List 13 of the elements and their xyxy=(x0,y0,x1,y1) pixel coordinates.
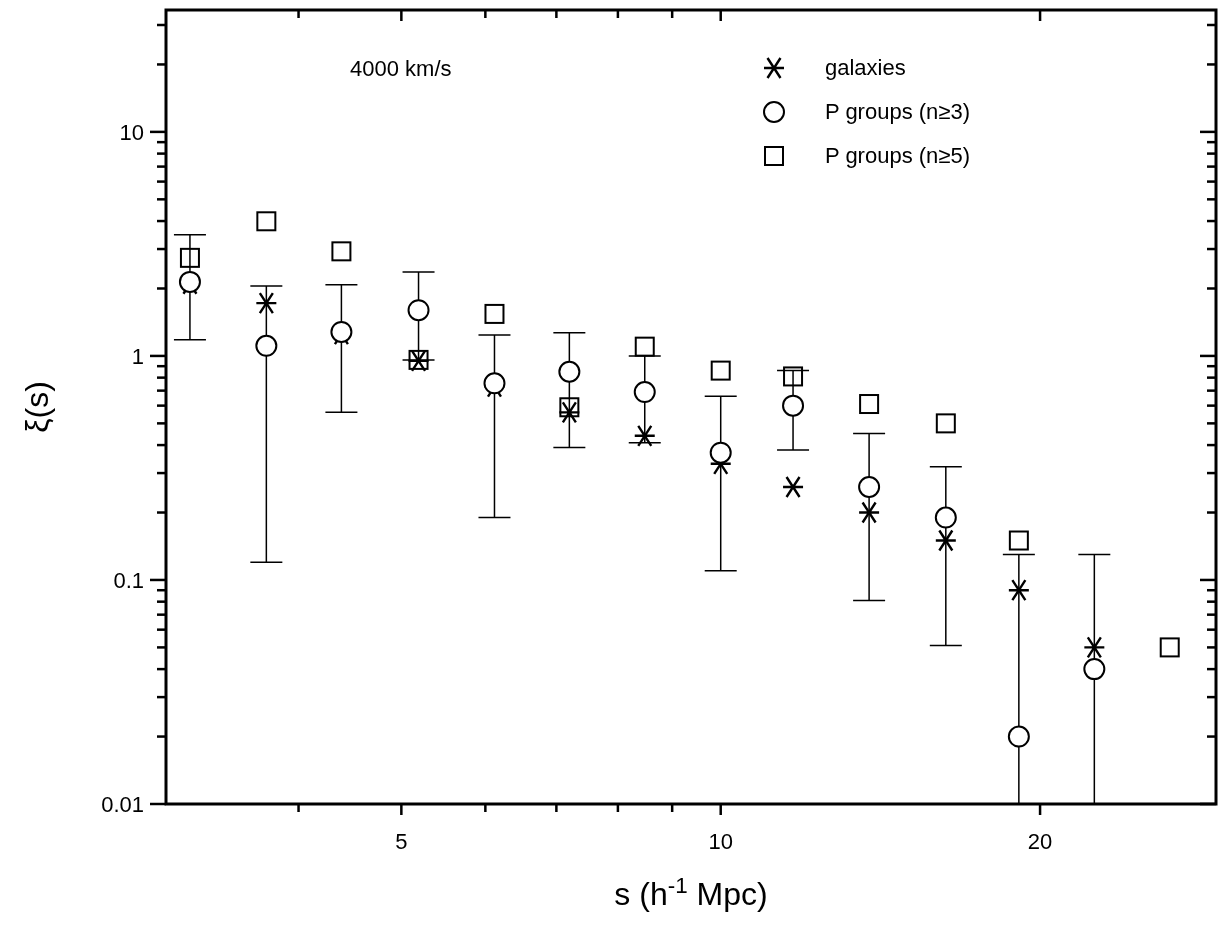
y-tick-label: 0.01 xyxy=(101,792,144,817)
x-axis-title: s (h$^{-1}$ Mpc) xyxy=(614,872,768,912)
x-tick-label: 5 xyxy=(395,829,408,854)
legend-label: galaxies xyxy=(825,55,906,80)
y-tick-label: 10 xyxy=(119,119,144,145)
x-tick-label: 20 xyxy=(1027,829,1053,854)
legend-label: P groups (n≥5) xyxy=(825,143,970,168)
annotation: 4000 km/s xyxy=(350,56,452,81)
x-tick-label: 10 xyxy=(708,829,733,854)
legend-label: P groups (n≥3) xyxy=(825,99,970,124)
y-axis-title: ξ(s) xyxy=(19,381,55,433)
y-tick-label: 1 xyxy=(131,343,144,369)
y-tick-label: 0.1 xyxy=(113,567,144,593)
